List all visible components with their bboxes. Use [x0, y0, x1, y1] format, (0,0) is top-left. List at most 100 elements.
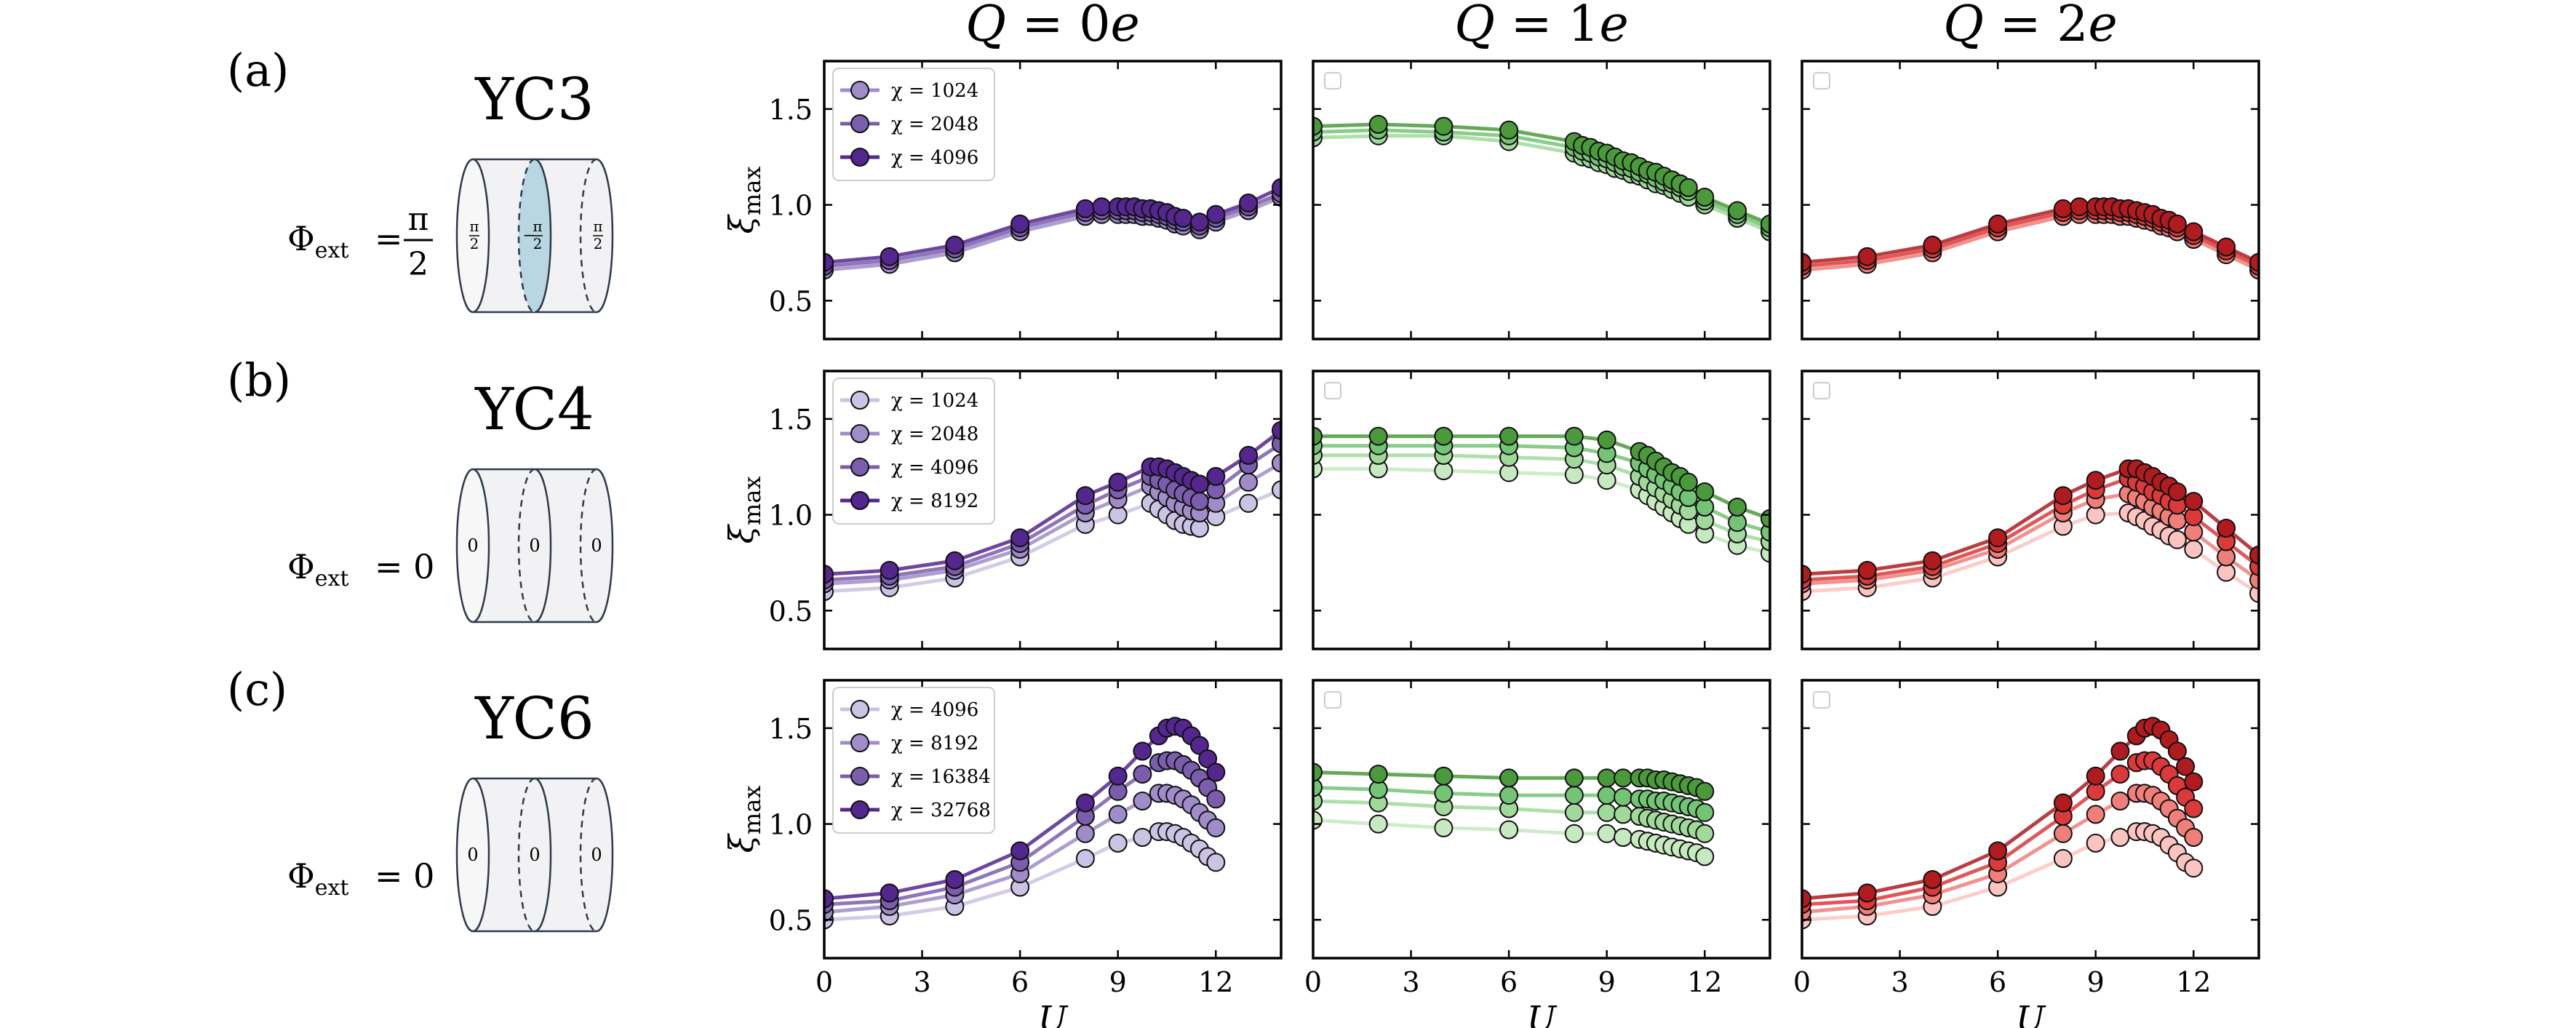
data-point	[1239, 445, 1259, 465]
data-point	[1239, 194, 1259, 212]
x-tick-label: 3	[1891, 966, 1908, 998]
row-label-1: (b)	[227, 354, 291, 407]
data-point	[2086, 805, 2105, 824]
x-tick-label: 6	[1989, 966, 2006, 998]
data-point	[1434, 426, 1454, 446]
data-point	[1614, 768, 1633, 788]
data-point	[1272, 178, 1281, 197]
x-tick-label: 3	[913, 966, 930, 998]
column-title-equals: = 0	[1006, 0, 1110, 53]
legend-marker	[850, 148, 869, 167]
data-point	[1923, 551, 1942, 570]
legend-label: χ = 8192	[891, 733, 978, 754]
data-point	[2176, 757, 2196, 776]
ring-label-pi: π	[533, 218, 542, 235]
data-point	[1802, 889, 1811, 909]
x-tick-label: 3	[1402, 966, 1419, 998]
legend: χ = 4096 χ = 8192 χ = 16384 χ = 32768	[832, 687, 995, 834]
panel-data-area	[824, 178, 1281, 280]
data-point	[1988, 214, 2008, 234]
column-title-equals: = 1	[1495, 0, 1599, 53]
data-point	[1239, 472, 1259, 492]
legend-label: χ = 1024	[891, 390, 978, 412]
panel-frame	[1801, 679, 2260, 960]
cylinder-ring-front-1	[534, 777, 552, 933]
data-point	[1597, 786, 1616, 805]
data-point	[1564, 426, 1584, 446]
x-tick-label: 0	[1793, 966, 1811, 998]
legend-marker	[850, 114, 869, 133]
column-title-1: Q = 1e	[1454, 0, 1628, 53]
y-tick-label: 1.0	[769, 190, 813, 222]
y-axis-label: ξmax	[722, 477, 766, 544]
legend: χ = 1024 χ = 2048 χ = 4096 χ = 8192	[832, 378, 995, 525]
legend-marker	[850, 491, 869, 510]
y-axis-label: ξmax	[722, 167, 766, 234]
x-axis-label: U	[2016, 999, 2046, 1028]
data-point	[1678, 472, 1698, 492]
ring-label-2: 0	[591, 535, 602, 556]
cylinder-name-0: YC3	[474, 65, 594, 133]
flux-equals-0: =	[375, 219, 403, 258]
data-point	[1206, 762, 1226, 782]
x-tick-label: 6	[1500, 966, 1518, 998]
data-point	[1988, 841, 2008, 861]
panel-frame	[823, 60, 1283, 340]
legend-marker	[850, 800, 869, 819]
data-point	[2110, 765, 2130, 784]
flux-text-2: Φext	[287, 856, 348, 901]
ring-label-two: 2	[533, 235, 543, 252]
flux-text-1: Φext	[287, 547, 348, 591]
panel-data-area	[1802, 197, 2259, 280]
legend-label: χ = 4096	[891, 457, 978, 479]
column-title-unit: e	[2088, 0, 2117, 53]
legend-label: χ = 8192	[891, 490, 978, 512]
y-tick-label: 0.5	[769, 285, 813, 317]
cylinder-body	[473, 778, 613, 931]
data-point	[1092, 197, 1112, 217]
data-point	[945, 235, 965, 255]
flux-symbol: Φ	[287, 856, 315, 896]
data-point	[1133, 765, 1152, 784]
column-title-text-2: Q = 2e	[1943, 0, 2117, 53]
cylinder-name-2: YC6	[474, 685, 594, 752]
panel-0-col-q0: 0.5 1.0 1.5 ξmax χ = 1024 χ = 2048 χ = 4096	[722, 60, 1283, 340]
data-point	[1695, 802, 1715, 822]
x-axis-label: U	[1527, 999, 1558, 1028]
cylinder-body	[473, 469, 613, 622]
data-point	[1108, 833, 1128, 853]
panel-0-col-q1	[1312, 60, 1771, 340]
data-point	[1075, 793, 1095, 813]
column-title-2: Q = 2e	[1943, 0, 2117, 53]
ring-label-1: 0	[529, 845, 540, 865]
data-point	[1272, 421, 1281, 440]
data-point	[945, 870, 965, 889]
data-point	[1597, 768, 1616, 788]
data-point	[1695, 781, 1715, 801]
data-point	[1075, 824, 1095, 843]
y-axis-label: ξmax	[722, 786, 766, 853]
data-point	[1802, 565, 1811, 584]
y-tick-label: 1.5	[769, 713, 813, 745]
data-point	[880, 247, 899, 266]
panel-frame	[1312, 60, 1771, 340]
data-point	[2184, 772, 2204, 792]
x-tick-label: 12	[1198, 966, 1233, 998]
data-point	[1695, 847, 1715, 866]
flux-value-1: = 0	[375, 547, 434, 586]
x-tick-label: 12	[2176, 966, 2211, 998]
legend-label: χ = 32768	[891, 800, 991, 821]
panel-frame	[1801, 370, 2260, 650]
data-point	[1206, 789, 1226, 809]
ring-label-2: 0	[591, 845, 602, 865]
y-tick-label: 0.5	[769, 595, 813, 627]
cylinder-ring-front-1	[534, 158, 552, 314]
legend-marker	[850, 700, 869, 719]
cylinder-name-1: YC4	[474, 375, 594, 443]
data-point	[1313, 762, 1323, 782]
panel-frame	[1801, 60, 2260, 340]
data-point	[2053, 849, 2073, 868]
column-title-text-0: Q = 0e	[965, 0, 1139, 53]
panel-data-area	[1802, 717, 2204, 930]
